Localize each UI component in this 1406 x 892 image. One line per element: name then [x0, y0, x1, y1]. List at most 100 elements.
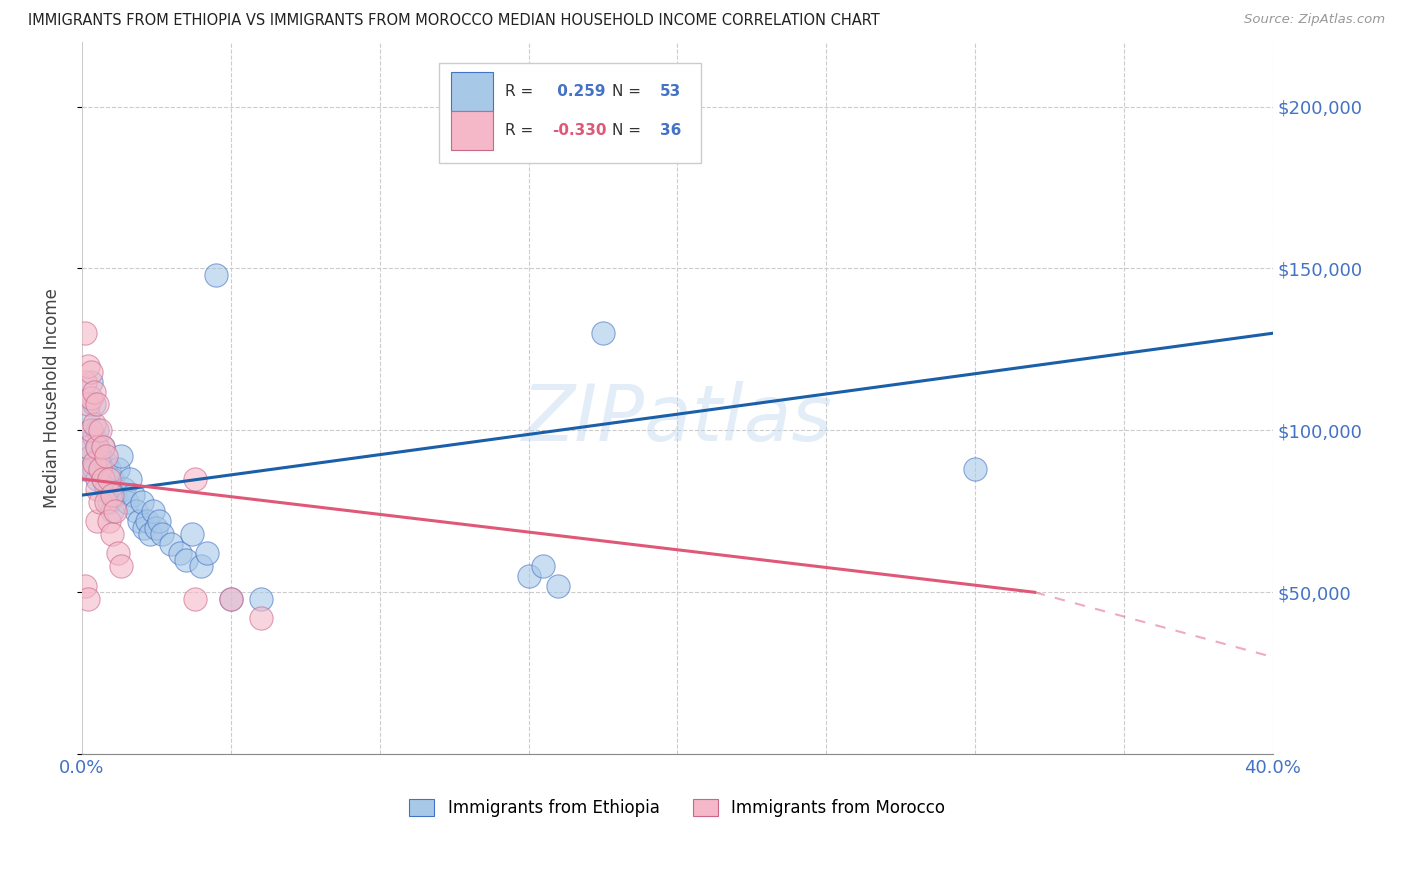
- Text: -0.330: -0.330: [553, 123, 607, 138]
- FancyBboxPatch shape: [451, 112, 494, 151]
- Point: [118, 472, 141, 486]
- Legend: Immigrants from Ethiopia, Immigrants from Morocco: Immigrants from Ethiopia, Immigrants fro…: [409, 799, 945, 817]
- Point: [142, 504, 165, 518]
- Text: 0.259: 0.259: [553, 84, 606, 99]
- Point: [77, 397, 100, 411]
- Point: [86, 423, 108, 437]
- Point: [219, 591, 242, 606]
- Y-axis label: Median Household Income: Median Household Income: [44, 288, 60, 508]
- Point: [100, 504, 122, 518]
- Point: [80, 365, 103, 379]
- Point: [77, 591, 100, 606]
- Point: [104, 488, 127, 502]
- Text: 53: 53: [659, 84, 681, 99]
- Point: [97, 462, 120, 476]
- Point: [86, 514, 108, 528]
- Point: [89, 462, 111, 476]
- Point: [89, 423, 111, 437]
- Point: [100, 527, 122, 541]
- Point: [131, 494, 153, 508]
- Point: [184, 472, 207, 486]
- Point: [160, 537, 183, 551]
- Point: [94, 482, 117, 496]
- Point: [80, 391, 103, 405]
- Point: [547, 579, 569, 593]
- Point: [83, 397, 105, 411]
- Point: [181, 527, 204, 541]
- Point: [89, 462, 111, 476]
- Point: [174, 553, 197, 567]
- Point: [104, 504, 127, 518]
- Point: [89, 494, 111, 508]
- Text: R =: R =: [505, 84, 538, 99]
- Point: [86, 440, 108, 454]
- Text: IMMIGRANTS FROM ETHIOPIA VS IMMIGRANTS FROM MOROCCO MEDIAN HOUSEHOLD INCOME CORR: IMMIGRANTS FROM ETHIOPIA VS IMMIGRANTS F…: [28, 13, 880, 29]
- Text: ZIPatlas: ZIPatlas: [522, 382, 832, 458]
- Point: [169, 546, 191, 560]
- Point: [77, 440, 100, 454]
- Point: [89, 450, 111, 464]
- Point: [517, 569, 540, 583]
- Point: [94, 450, 117, 464]
- Point: [121, 488, 143, 502]
- Point: [91, 440, 114, 454]
- Point: [219, 591, 242, 606]
- Point: [80, 423, 103, 437]
- Point: [97, 494, 120, 508]
- Point: [73, 375, 96, 389]
- Point: [184, 591, 207, 606]
- Point: [128, 514, 150, 528]
- Point: [134, 520, 156, 534]
- Point: [77, 407, 100, 421]
- Point: [91, 440, 114, 454]
- Point: [190, 559, 212, 574]
- Point: [80, 423, 103, 437]
- Point: [83, 456, 105, 470]
- Text: N =: N =: [612, 123, 645, 138]
- Point: [148, 514, 170, 528]
- Point: [205, 268, 228, 282]
- Point: [86, 472, 108, 486]
- Point: [91, 472, 114, 486]
- FancyBboxPatch shape: [439, 63, 702, 163]
- Point: [91, 472, 114, 486]
- Point: [83, 384, 105, 399]
- Point: [97, 472, 120, 486]
- Point: [73, 579, 96, 593]
- Point: [80, 450, 103, 464]
- Point: [73, 326, 96, 341]
- Point: [73, 462, 96, 476]
- Point: [110, 450, 132, 464]
- Point: [86, 482, 108, 496]
- Point: [83, 462, 105, 476]
- Point: [94, 456, 117, 470]
- Point: [592, 326, 614, 341]
- Text: N =: N =: [612, 84, 645, 99]
- Point: [86, 440, 108, 454]
- Point: [533, 559, 555, 574]
- Text: Source: ZipAtlas.com: Source: ZipAtlas.com: [1244, 13, 1385, 27]
- Point: [249, 611, 271, 625]
- Point: [107, 462, 129, 476]
- Point: [139, 527, 162, 541]
- Point: [100, 472, 122, 486]
- Point: [107, 546, 129, 560]
- Text: R =: R =: [505, 123, 538, 138]
- Point: [145, 520, 167, 534]
- Point: [80, 375, 103, 389]
- Point: [110, 559, 132, 574]
- Point: [83, 430, 105, 444]
- Point: [100, 488, 122, 502]
- Point: [195, 546, 218, 560]
- Point: [77, 359, 100, 373]
- Point: [150, 527, 173, 541]
- Point: [249, 591, 271, 606]
- Point: [965, 462, 987, 476]
- FancyBboxPatch shape: [451, 72, 494, 112]
- Point: [83, 417, 105, 431]
- Point: [124, 504, 146, 518]
- Point: [86, 397, 108, 411]
- Point: [115, 494, 138, 508]
- Point: [94, 494, 117, 508]
- Text: 36: 36: [659, 123, 681, 138]
